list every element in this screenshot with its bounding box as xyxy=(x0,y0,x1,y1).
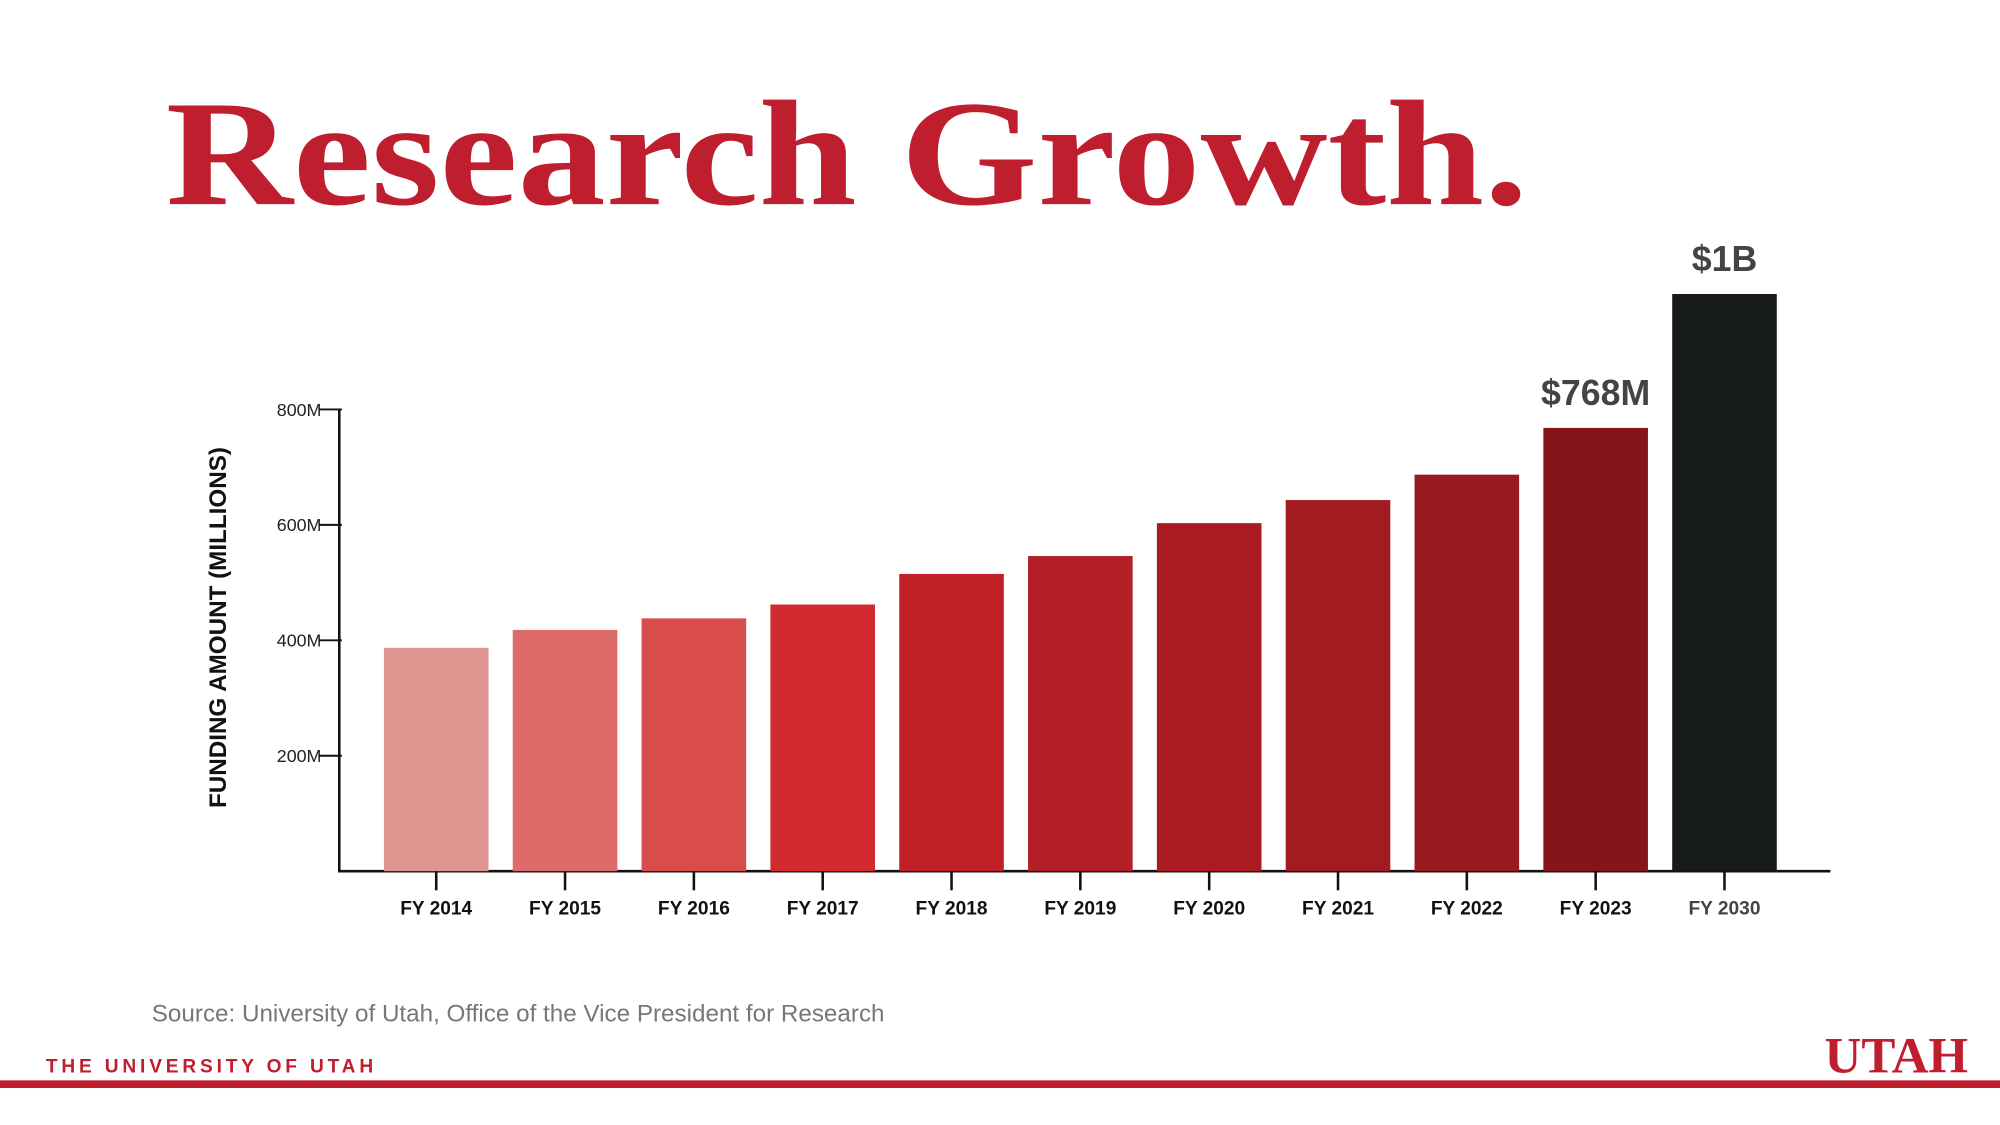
logo: UTAH xyxy=(1825,1029,1969,1085)
bar xyxy=(1285,500,1391,872)
source-note: Source: University of Utah, Office of th… xyxy=(152,1001,885,1028)
x-tick-label: FY 2018 xyxy=(916,899,988,920)
y-tick-label: 400M xyxy=(277,631,322,651)
x-tick-label: FY 2015 xyxy=(529,899,601,920)
x-tick-label: FY 2030 xyxy=(1689,899,1761,920)
x-tick-label: FY 2022 xyxy=(1431,899,1503,920)
x-tick-label: FY 2016 xyxy=(658,899,730,920)
value-label: $1B xyxy=(1692,239,1758,279)
x-tick-label: FY 2020 xyxy=(1173,899,1245,920)
bar xyxy=(512,629,618,872)
bar xyxy=(1028,556,1133,872)
y-tick-label: 200M xyxy=(277,746,322,766)
bar xyxy=(770,604,875,872)
institution-name: THE UNIVERSITY OF UTAH xyxy=(46,1057,377,1078)
bar xyxy=(899,573,1004,872)
y-tick-label: 800M xyxy=(277,400,322,420)
bar xyxy=(1672,294,1777,872)
x-tick-label: FY 2021 xyxy=(1302,899,1374,920)
y-tick-label: 600M xyxy=(277,515,322,535)
x-tick-label: FY 2017 xyxy=(787,899,859,920)
value-label: $768M xyxy=(1541,373,1650,413)
chart-title: Research Growth. xyxy=(166,70,1528,237)
bar xyxy=(383,647,489,872)
bar xyxy=(1414,474,1520,872)
bar xyxy=(1156,523,1262,872)
footer-rule xyxy=(0,1080,2000,1089)
x-tick-label: FY 2019 xyxy=(1044,899,1116,920)
bar xyxy=(1543,427,1648,872)
y-axis-label: FUNDING AMOUNT (MILLIONS) xyxy=(205,447,232,808)
x-tick-label: FY 2023 xyxy=(1560,899,1632,920)
bar xyxy=(641,618,747,872)
x-tick-label: FY 2014 xyxy=(400,899,472,920)
